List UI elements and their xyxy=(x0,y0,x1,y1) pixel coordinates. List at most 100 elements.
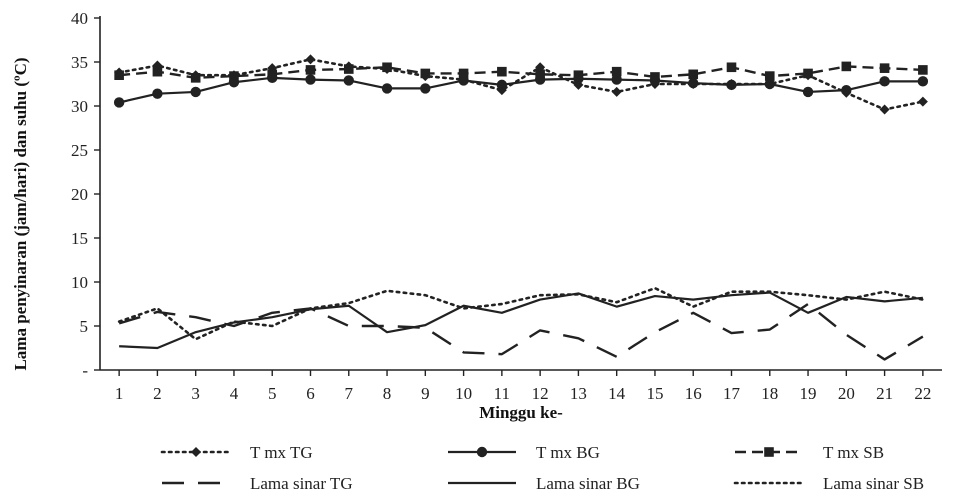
legend: T mx TG T mx BG T mx SB Lama sinar TG Lama s… xyxy=(160,443,924,493)
data-point-t-mx-sb xyxy=(803,68,813,79)
x-tick-label: 9 xyxy=(421,384,430,403)
series-line-t-mx-sb xyxy=(119,65,923,80)
x-tick-label: 3 xyxy=(191,384,200,403)
x-tick-label: 17 xyxy=(723,384,741,403)
y-tick-label: 20 xyxy=(71,185,88,204)
data-point-t-mx-bg xyxy=(688,77,699,89)
y-tick-label: 35 xyxy=(71,53,88,72)
data-point-t-mx-sb xyxy=(382,62,392,73)
series-lama-sinar-bg xyxy=(119,291,923,350)
legend-item-t-mx-sb: T mx SB xyxy=(735,443,884,462)
x-tick-label: 8 xyxy=(383,384,392,403)
series-lama-sinar-tg xyxy=(118,302,924,361)
data-point-t-mx-tg xyxy=(879,104,890,115)
series-t-mx-sb xyxy=(114,61,928,83)
data-point-t-mx-bg xyxy=(343,75,354,86)
data-point-t-mx-tg xyxy=(611,86,622,97)
legend-item-t-mx-bg: T mx BG xyxy=(448,443,600,462)
data-point-t-mx-bg xyxy=(841,84,852,96)
x-tick-label: 13 xyxy=(570,384,587,403)
data-point-t-mx-bg xyxy=(611,74,622,85)
x-tick-label: 6 xyxy=(306,384,315,403)
legend-marker xyxy=(476,446,488,458)
legend-label: Lama sinar SB xyxy=(823,474,924,493)
data-point-t-mx-sb xyxy=(688,69,699,80)
data-point-t-mx-bg xyxy=(420,83,431,94)
data-point-t-mx-sb xyxy=(650,72,660,82)
y-tick-label: 15 xyxy=(71,229,88,248)
data-point-t-mx-sb xyxy=(535,69,545,80)
legend-label: T mx BG xyxy=(536,443,600,462)
legend-label: Lama sinar TG xyxy=(250,474,353,493)
data-point-t-mx-bg xyxy=(917,76,929,87)
data-point-t-mx-sb xyxy=(267,69,278,80)
legend-label: T mx SB xyxy=(823,443,884,462)
x-tick-label: 20 xyxy=(838,384,855,403)
legend-marker xyxy=(191,447,201,457)
legend-label: Lama sinar BG xyxy=(536,474,640,493)
x-tick-label: 22 xyxy=(914,384,931,403)
y-tick-label: 25 xyxy=(71,141,88,160)
data-point-t-mx-sb xyxy=(229,71,239,81)
y-tick-label: 10 xyxy=(71,273,88,292)
data-point-t-mx-sb xyxy=(497,66,507,77)
legend-item-lama-sinar-bg: Lama sinar BG xyxy=(448,474,640,493)
y-axis-title: Lama penyinaran (jam/hari) dan suhu (ºC) xyxy=(11,57,30,370)
y-tick-label: - xyxy=(82,361,88,380)
series-lama-sinar-sb xyxy=(117,286,925,341)
x-tick-label: 11 xyxy=(494,384,510,403)
data-point-t-mx-sb xyxy=(726,62,737,73)
x-tick-label: 5 xyxy=(268,384,277,403)
data-point-t-mx-bg xyxy=(764,78,775,90)
data-point-t-mx-sb xyxy=(420,68,431,79)
legend-marker xyxy=(764,447,774,457)
x-tick-label: 1 xyxy=(115,384,124,403)
data-point-t-mx-sb xyxy=(918,65,928,75)
data-point-t-mx-bg xyxy=(726,79,737,91)
series-line-lama-sinar-tg xyxy=(118,302,924,361)
data-point-t-mx-bg xyxy=(802,86,814,98)
data-point-t-mx-sb xyxy=(190,73,201,83)
series-line-t-mx-tg xyxy=(117,58,925,111)
x-tick-label: 18 xyxy=(761,384,778,403)
legend-label: T mx TG xyxy=(250,443,313,462)
data-point-t-mx-sb xyxy=(343,64,354,74)
legend-item-lama-sinar-tg: Lama sinar TG xyxy=(162,474,353,493)
series-group xyxy=(113,54,929,361)
data-point-t-mx-bg xyxy=(496,79,508,91)
data-point-t-mx-bg xyxy=(113,97,125,108)
x-tick-label: 21 xyxy=(876,384,893,403)
data-point-t-mx-sb xyxy=(879,63,890,73)
data-point-t-mx-bg xyxy=(305,74,316,85)
data-point-t-mx-bg xyxy=(152,88,163,99)
legend-item-lama-sinar-sb: Lama sinar SB xyxy=(733,474,924,493)
x-axis-title: Minggu ke- xyxy=(479,403,563,422)
data-point-t-mx-sb xyxy=(114,70,124,80)
x-tick-label: 7 xyxy=(345,384,354,403)
y-tick-label: 30 xyxy=(71,97,88,116)
data-point-t-mx-bg xyxy=(879,76,890,87)
x-tick-label: 10 xyxy=(455,384,472,403)
data-point-t-mx-bg xyxy=(381,83,393,94)
x-tick-label: 12 xyxy=(532,384,549,403)
y-tick-label: 40 xyxy=(71,9,88,28)
x-tick-label: 15 xyxy=(646,384,663,403)
data-point-t-mx-sb xyxy=(305,65,316,75)
x-tick-label: 16 xyxy=(685,384,702,403)
data-point-t-mx-tg xyxy=(305,54,316,65)
legend-item-t-mx-tg: T mx TG xyxy=(160,443,313,462)
data-point-t-mx-sb xyxy=(611,66,622,77)
y-tick-label: 5 xyxy=(80,317,89,336)
data-point-t-mx-sb xyxy=(152,66,163,77)
data-point-t-mx-sb xyxy=(841,61,852,72)
data-point-t-mx-sb xyxy=(458,68,469,79)
series-line-lama-sinar-sb xyxy=(117,286,925,341)
data-point-t-mx-tg xyxy=(917,96,928,107)
data-point-t-mx-sb xyxy=(573,70,584,80)
data-point-t-mx-bg xyxy=(190,86,201,98)
x-tick-label: 19 xyxy=(800,384,817,403)
data-point-t-mx-sb xyxy=(764,71,775,81)
